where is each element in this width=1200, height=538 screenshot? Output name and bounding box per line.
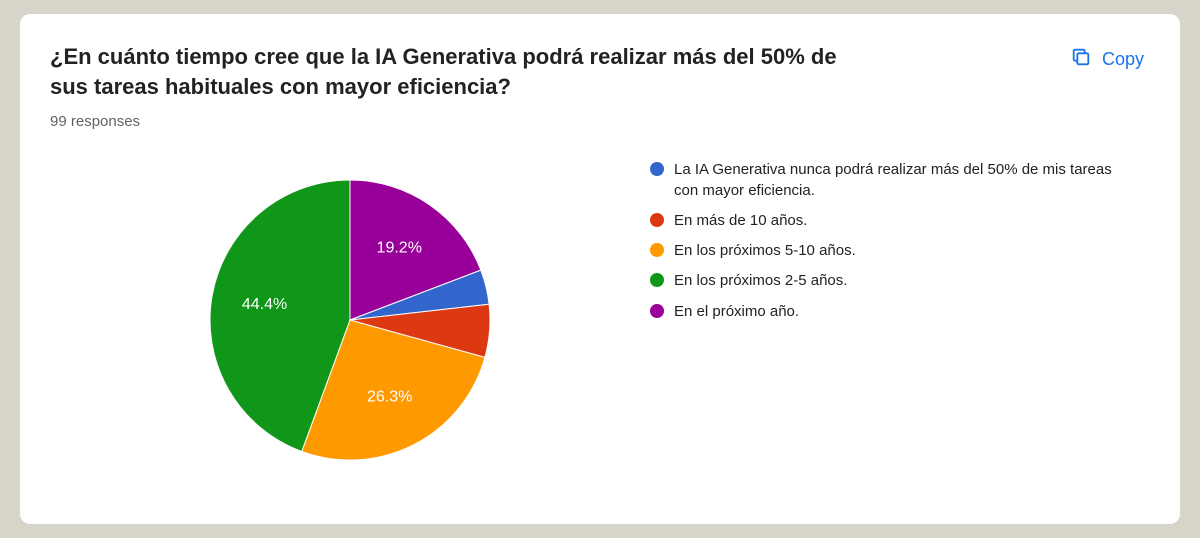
- copy-button[interactable]: Copy: [1064, 42, 1150, 77]
- legend-item-mas10[interactable]: En más de 10 años.: [650, 211, 1120, 231]
- legend-item-label: La IA Generativa nunca podrá realizar má…: [674, 160, 1120, 201]
- legend-item-2a5[interactable]: En los próximos 2-5 años.: [650, 271, 1120, 291]
- legend-item-1ano[interactable]: En el próximo año.: [650, 302, 1120, 322]
- legend-dot-icon: [650, 243, 664, 257]
- legend-dot-icon: [650, 304, 664, 318]
- pie-chart-container: 19.2% 26.3% 44.4%: [50, 150, 650, 490]
- pie-chart: 19.2% 26.3% 44.4%: [180, 150, 520, 490]
- pie-slice-label-2a5: 44.4%: [242, 296, 287, 313]
- question-title: ¿En cuánto tiempo cree que la IA Generat…: [50, 42, 870, 101]
- legend-dot-icon: [650, 162, 664, 176]
- copy-icon: [1070, 46, 1092, 73]
- legend-item-5a10[interactable]: En los próximos 5-10 años.: [650, 241, 1120, 261]
- legend-item-nunca[interactable]: La IA Generativa nunca podrá realizar má…: [650, 160, 1120, 201]
- legend-item-label: En los próximos 2-5 años.: [674, 271, 847, 291]
- legend-dot-icon: [650, 273, 664, 287]
- response-count: 99 responses: [50, 113, 870, 130]
- chart-area: 19.2% 26.3% 44.4% La IA Generativa nunca p…: [50, 150, 1150, 490]
- legend-item-label: En más de 10 años.: [674, 211, 807, 231]
- card-header: ¿En cuánto tiempo cree que la IA Generat…: [50, 42, 1150, 130]
- header-text-block: ¿En cuánto tiempo cree que la IA Generat…: [50, 42, 870, 130]
- pie-slice-label-1ano: 19.2%: [377, 240, 422, 257]
- pie-slice-label-5a10: 26.3%: [367, 389, 412, 406]
- legend: La IA Generativa nunca podrá realizar má…: [650, 160, 1120, 332]
- legend-item-label: En los próximos 5-10 años.: [674, 241, 856, 261]
- chart-card: ¿En cuánto tiempo cree que la IA Generat…: [20, 14, 1180, 524]
- copy-button-label: Copy: [1102, 49, 1144, 70]
- legend-dot-icon: [650, 213, 664, 227]
- legend-item-label: En el próximo año.: [674, 302, 799, 322]
